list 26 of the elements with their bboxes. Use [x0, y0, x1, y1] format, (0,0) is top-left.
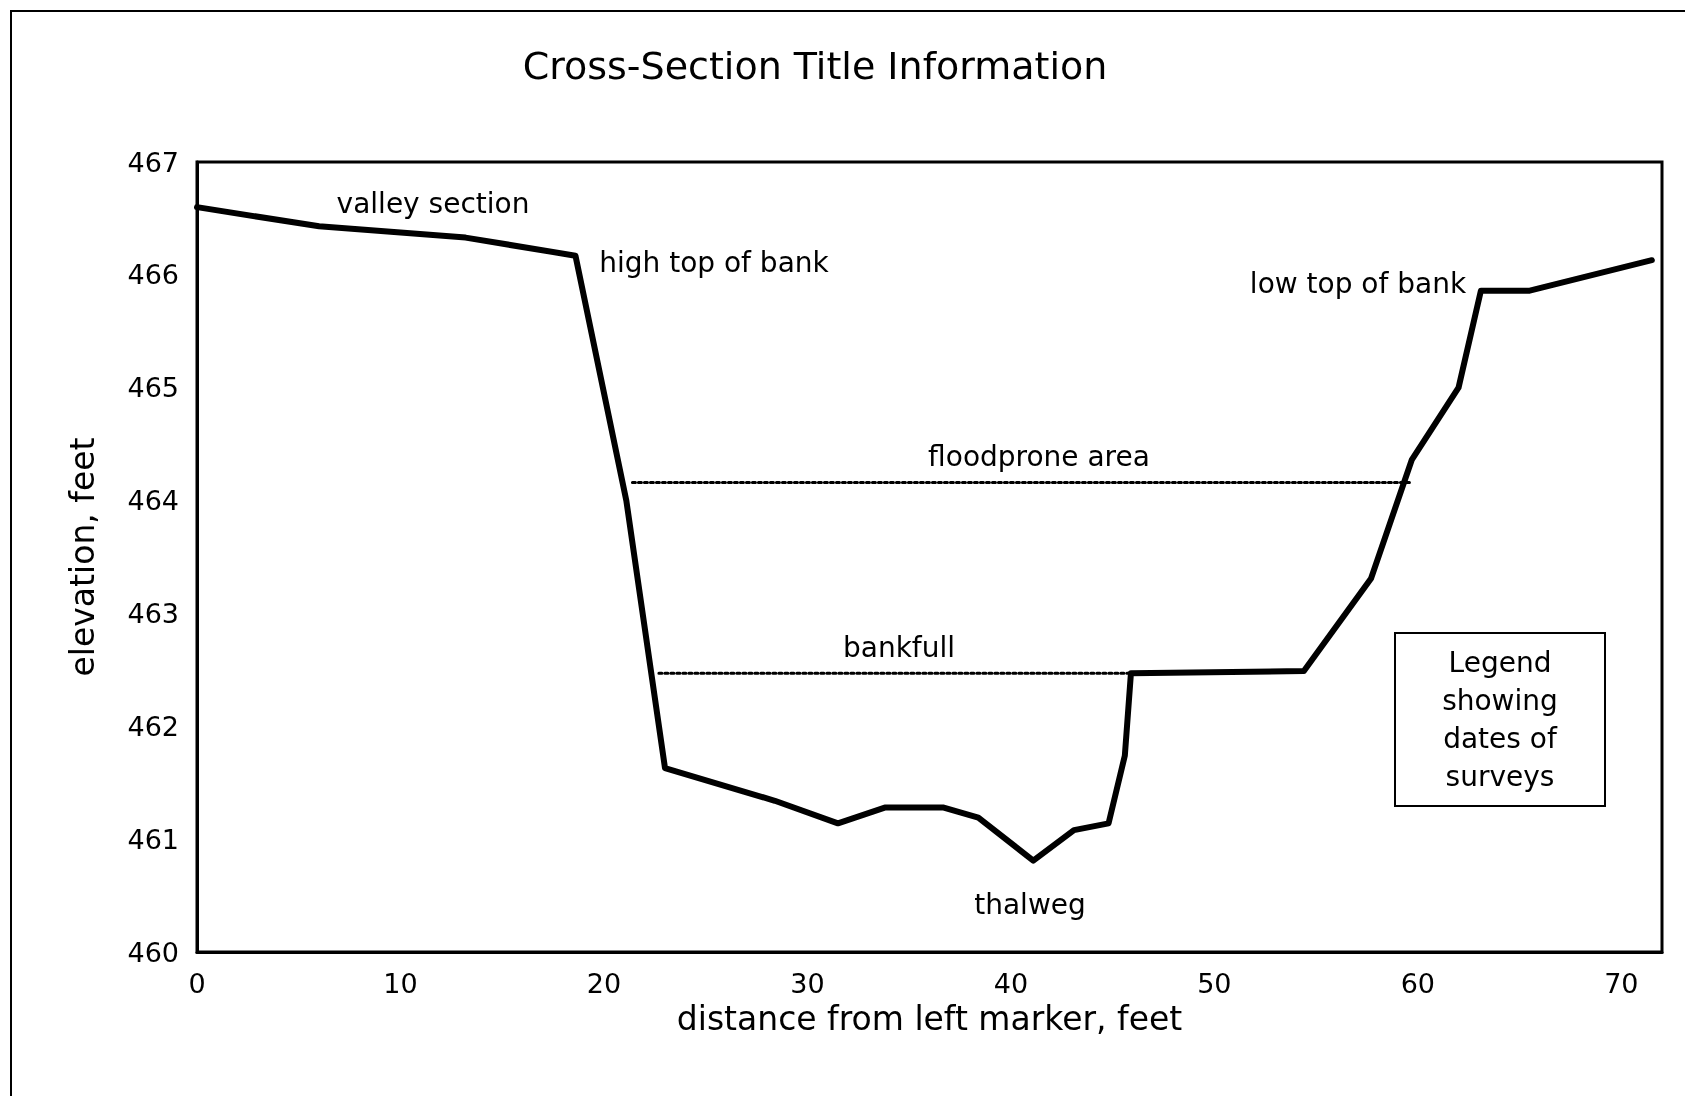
y-tick-label: 460 — [127, 936, 179, 968]
chart-title: Cross-Section Title Information — [522, 44, 1108, 88]
y-tick-label: 467 — [127, 146, 179, 178]
x-tick-label: 20 — [586, 968, 622, 999]
annotation: low top of bank — [1249, 266, 1467, 300]
text-box: Legend showing dates of surveys — [1394, 632, 1606, 807]
y-axis-title: elevation, feet — [63, 437, 102, 677]
y-tick-label: 463 — [127, 597, 179, 629]
y-tick-label: 465 — [127, 372, 179, 404]
x-tick-label: 70 — [1604, 968, 1639, 999]
x-tick-label: 30 — [790, 968, 825, 999]
y-tick-label: 464 — [127, 485, 179, 517]
annotation: bankfull — [842, 630, 956, 664]
x-axis-title: distance from left marker, feet — [676, 998, 1183, 1038]
x-tick-label: 60 — [1400, 968, 1436, 999]
x-tick-label: 50 — [1197, 968, 1232, 999]
annotation: valley section — [336, 186, 530, 220]
annotation: thalweg — [974, 887, 1086, 921]
annotation: floodprone area — [928, 439, 1150, 473]
x-tick-label: 0 — [188, 968, 206, 999]
y-tick-label: 466 — [127, 259, 179, 291]
y-tick-label: 461 — [127, 823, 179, 855]
annotation: high top of bank — [599, 245, 830, 279]
y-tick-label: 462 — [127, 710, 179, 742]
x-tick-label: 40 — [993, 968, 1029, 999]
x-tick-label: 10 — [383, 968, 418, 999]
